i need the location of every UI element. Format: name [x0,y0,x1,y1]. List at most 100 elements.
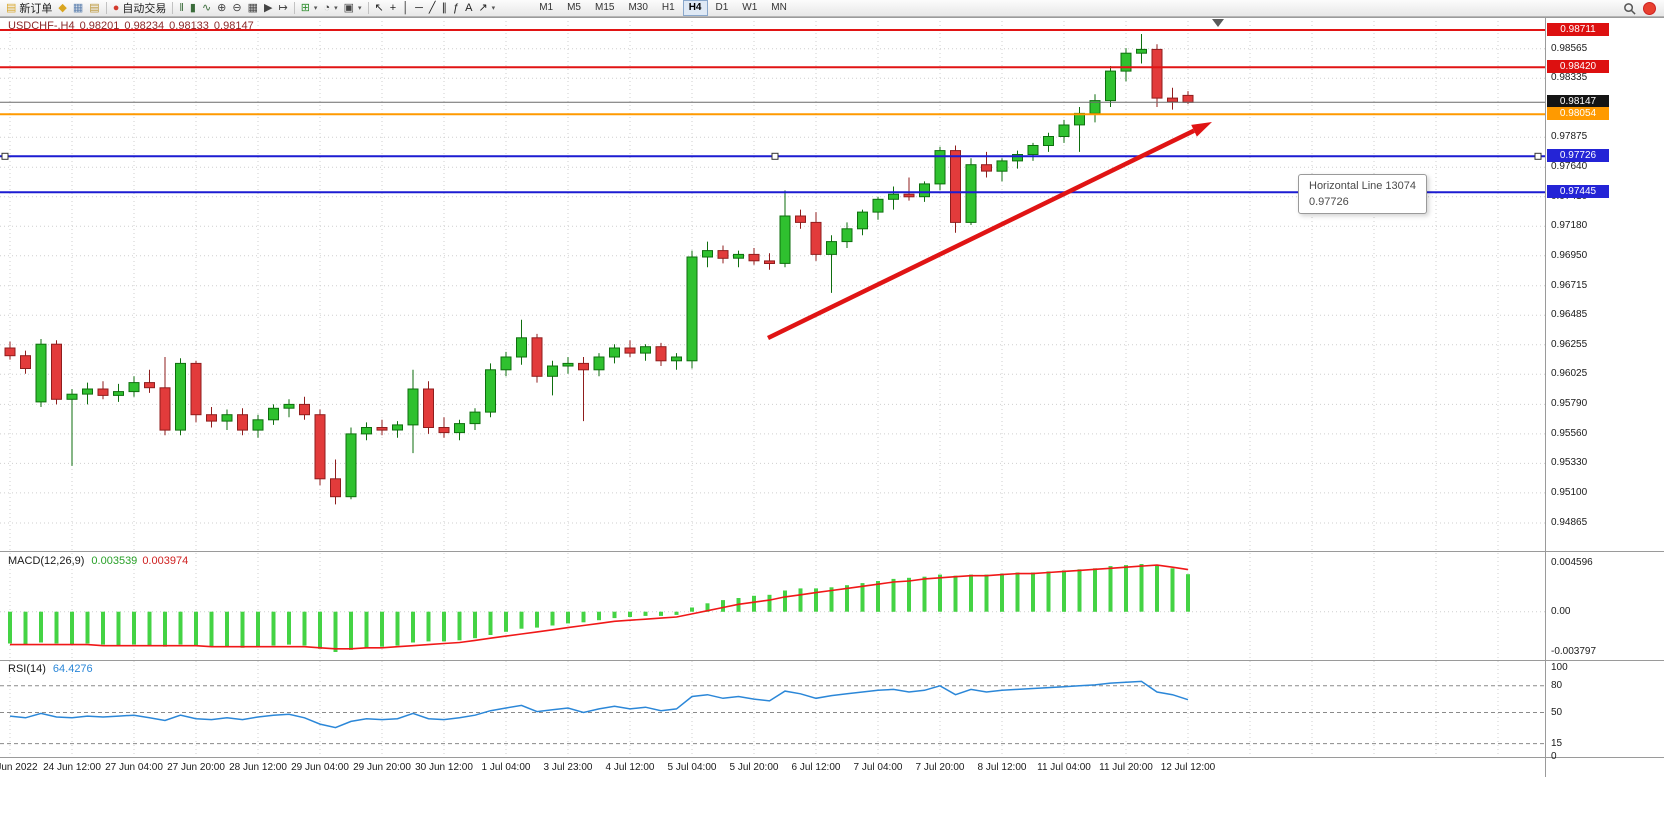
price-axis-label: 0.96025 [1551,368,1588,379]
fibonacci-icon[interactable]: ƒ [450,1,462,16]
periods-icon[interactable]: ◔ ▾ [320,1,340,16]
timeframe-M30[interactable]: M30 [628,2,648,13]
tile-windows-icon[interactable]: ▦ [245,1,261,16]
line-selection-handle[interactable] [1534,152,1542,160]
profiles-icon[interactable]: ▤ [86,1,102,16]
price-line-label: 0.97726 [1547,149,1609,162]
time-axis-label: 3 Jul 23:00 [543,762,593,773]
toolbar-separator [105,2,107,14]
charts-grid-icon[interactable]: ▦ [70,1,86,16]
add-indicator-icon: ⊞ [300,1,310,14]
notification-badge[interactable] [1643,1,1656,15]
rsi-axis-label: 0 [1551,751,1557,762]
rsi-axis-label: 80 [1551,680,1563,691]
text-icon: A [465,1,473,14]
candlestick-chart-icon[interactable]: ▮ [187,1,199,16]
toolbar-separator [172,2,174,14]
arrows-icon[interactable]: ↗ ▾ [475,1,498,16]
chart-shift-icon: ↦ [278,1,288,14]
timeframe-D1[interactable]: D1 [715,2,729,13]
crosshair-icon[interactable]: + [387,1,399,16]
time-axis-label: 8 Jul 12:00 [977,762,1027,773]
rsi-line [9,680,1189,729]
tooltip-object-price: 0.97726 [1309,196,1349,208]
time-axis-label: 11 Jul 20:00 [1099,762,1153,773]
vertical-line-icon: │ [402,1,410,14]
timeframe-H4[interactable]: H4 [682,0,708,16]
price-axis[interactable]: 0.985650.983350.978750.976400.974100.971… [1546,0,1664,785]
add-indicator-icon[interactable]: ⊞ ▾ [298,1,321,16]
macd-signal-value: 0.003974 [142,555,189,567]
ohlc-open: 0.98201 [79,20,120,32]
time-axis-label: 24 Jun 12:00 [43,762,101,773]
time-axis-label: 30 Jun 12:00 [415,762,473,773]
new-order-label: 新订单 [19,3,53,15]
periods-icon: ◔ [323,1,331,14]
trend-arrow[interactable] [767,122,1212,341]
vertical-line-icon[interactable]: │ [399,1,412,16]
trendline-icon[interactable]: ╱ [426,1,439,16]
time-axis-label: 27 Jun 04:00 [105,762,163,773]
toolbar-separator [367,2,369,14]
price-line-label: 0.98147 [1547,95,1609,108]
chart-symbol-period: USDCHF-,H4 [8,20,75,32]
line-chart-icon[interactable]: ∿ [199,1,214,16]
templates-icon[interactable]: ▣ ▾ [341,1,365,16]
rsi-level-lines [0,685,1545,745]
channel-icon[interactable]: ∥ [438,1,450,16]
time-axis-label: 12 Jul 12:00 [1160,762,1216,773]
timeframe-M15[interactable]: M15 [595,2,615,13]
bar-chart-icon: ‖ [179,1,184,14]
auto-trading-button[interactable]: ● 自动交易 [110,1,170,16]
price-axis-label: 0.97640 [1551,161,1588,172]
templates-icon: ▣ [343,1,355,14]
auto-scroll-icon[interactable]: ▶ [261,1,275,16]
timeframe-W1[interactable]: W1 [742,2,758,13]
macd-title: MACD(12,26,9) 0.003539 0.003974 [8,555,188,567]
timeframe-H1[interactable]: H1 [661,2,675,13]
search-icon[interactable] [1623,2,1636,15]
price-axis-label: 0.97180 [1551,220,1588,231]
timeframe-M1[interactable]: M1 [539,2,554,13]
time-axis-label: 11 Jul 04:00 [1037,762,1091,773]
bar-chart-icon[interactable]: ‖ [176,1,187,16]
timeframe-MN[interactable]: MN [771,2,787,13]
toolbar-right-group [1623,1,1661,15]
cursor-icon[interactable]: ↖ [372,1,387,16]
chevron-down-icon: ▾ [358,5,362,12]
time-axis-label: 1 Jul 04:00 [481,762,531,773]
price-axis-label: 0.95330 [1551,457,1588,468]
grid-layer [0,17,1545,757]
macd-label: MACD(12,26,9) [8,555,85,567]
time-axis-label: 6 Jul 12:00 [791,762,841,773]
time-axis[interactable]: 23 Jun 2022 24 Jun 12:00 27 Jun 04:00 27 Ju… [0,759,1546,777]
time-axis-label: 5 Jul 20:00 [729,762,779,773]
symbols-icon[interactable]: ◆ [55,1,69,16]
price-axis-label: 0.98335 [1551,72,1588,83]
price-axis-label: 0.97875 [1551,131,1588,142]
ohlc-close: 0.98147 [213,20,254,32]
macd-value: 0.003539 [91,555,138,567]
chart-shift-marker[interactable] [1212,19,1224,27]
chart-shift-icon[interactable]: ↦ [275,1,290,16]
price-axis-label: 0.95560 [1551,428,1588,439]
chart-title: USDCHF-,H4 0.98201 0.98234 0.98133 0.98147 [8,20,259,32]
toolbar: ▤ 新订单 ◆ ▦ ▤ ● 自动交易 ‖ ▮ ∿ ⊕ ⊖ ▦ ▶ ↦ ⊞ ▾ ◔ ▾ ▣ ▾ ↖ + │ ─ ╱ ∥ ƒ A ↗ ▾ M1 M5… [0,0,1664,17]
text-icon[interactable]: A [462,1,475,16]
price-line-label: 0.98054 [1547,107,1609,120]
tile-windows-icon: ▦ [247,1,259,14]
line-selection-handle[interactable] [1,152,9,160]
time-axis-label: 4 Jul 12:00 [605,762,655,773]
candlestick-chart-icon: ▮ [189,1,196,14]
new-order-button[interactable]: ▤ 新订单 [3,1,55,16]
fibonacci-icon: ƒ [452,1,460,14]
horizontal-line-icon[interactable]: ─ [412,1,426,16]
timeframe-M5[interactable]: M5 [567,2,581,13]
line-selection-handle[interactable] [771,152,779,160]
zoom-out-icon[interactable]: ⊖ [229,1,244,16]
crosshair-icon: + [389,1,397,14]
time-axis-label: 29 Jun 04:00 [291,762,349,773]
zoom-in-icon[interactable]: ⊕ [214,1,229,16]
